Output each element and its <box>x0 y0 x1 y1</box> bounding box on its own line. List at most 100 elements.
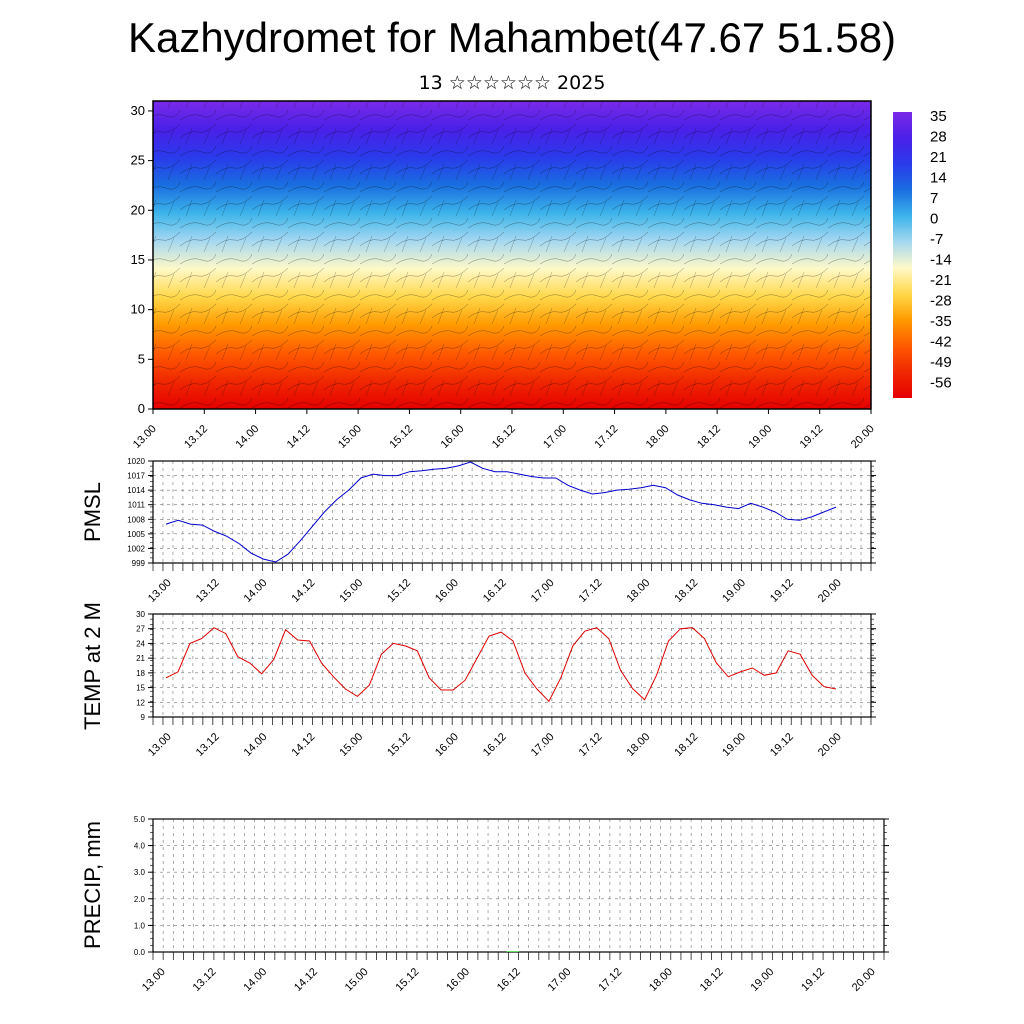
y-tick-label: 27 <box>136 625 145 634</box>
page-subtitle: 13 ☆☆☆☆☆☆ 2025 <box>418 72 606 94</box>
x-tick-label: 19.12 <box>768 577 796 605</box>
x-tick-label: 17.12 <box>596 966 624 994</box>
y-tick-label: 30 <box>136 610 145 619</box>
colorbar-label: -56 <box>930 375 952 392</box>
panel-frame <box>152 460 872 564</box>
x-tick-label: 17.00 <box>546 966 574 994</box>
x-tick-label: 16.12 <box>490 423 518 451</box>
temp-line <box>165 627 837 703</box>
y-axis-title: TEMP at 2 M <box>80 602 105 730</box>
x-tick-label: 13.00 <box>146 731 174 759</box>
x-tick-label: 15.12 <box>393 966 421 994</box>
x-tick-label: 13.00 <box>146 577 174 605</box>
x-tick-label: 13.12 <box>191 966 219 994</box>
y-tick-label: 1014 <box>127 486 145 495</box>
x-tick-label: 16.00 <box>444 966 472 994</box>
x-tick-label: 15.12 <box>387 423 415 451</box>
wind-streamlines <box>153 101 871 409</box>
x-tick-label: 14.12 <box>285 423 313 451</box>
x-tick-label: 19.00 <box>748 966 776 994</box>
x-tick-label: 14.00 <box>233 423 261 451</box>
y-tick-label: 5.0 <box>134 815 146 824</box>
x-tick-label: 18.00 <box>644 423 672 451</box>
precip-bar <box>506 951 520 952</box>
x-tick-label: 16.12 <box>481 731 509 759</box>
x-tick-label: 16.00 <box>439 423 467 451</box>
y-tick-label: 15 <box>136 684 145 693</box>
cross-section-panel: 0 5 10 15 20 25 30 13.00 13.12 14.00 14.12 15.00 15… <box>131 100 952 451</box>
y-tick-label: 2.0 <box>134 895 146 904</box>
x-tick-label: 17.00 <box>529 731 557 759</box>
page-title: Kazhydromet for Mahambet(47.67 51.58) <box>127 14 897 61</box>
pmsl-line <box>165 461 837 563</box>
colorbar-label: 28 <box>930 129 947 146</box>
precip-panel: 0.0 1.0 2.0 3.0 4.0 5.0 13.00 13.12 14.00 14.12 15… <box>80 815 889 994</box>
y-tick-label: 15 <box>131 252 145 267</box>
x-tick-label: 16.12 <box>481 577 509 605</box>
x-tick-label: 14.00 <box>242 731 270 759</box>
y-tick-label: 30 <box>131 103 145 118</box>
x-tick-label: 16.12 <box>495 966 523 994</box>
colorbar-label: -14 <box>930 252 952 269</box>
colorbar-label: -42 <box>930 334 952 351</box>
y-tick-label: 1.0 <box>134 921 146 930</box>
x-tick-label: 19.12 <box>768 731 796 759</box>
y-tick-label: 25 <box>131 153 145 168</box>
x-tick-label: 19.12 <box>799 966 827 994</box>
colorbar-label: 14 <box>930 170 947 187</box>
x-tick-label: 17.12 <box>592 423 620 451</box>
pmsl-panel: 999 1002 1005 1008 1011 1014 1017 1020 13.00 13.1… <box>80 457 876 605</box>
y-tick-label: 1017 <box>127 472 145 481</box>
y-tick-label: 21 <box>136 654 145 663</box>
colorbar-label: 7 <box>930 190 938 207</box>
x-tick-label: 18.12 <box>698 966 726 994</box>
x-tick-label: 20.00 <box>849 423 877 451</box>
x-tick-label: 14.00 <box>241 966 269 994</box>
colorbar-label: -21 <box>930 272 952 289</box>
x-tick-label: 19.00 <box>720 577 748 605</box>
y-tick-label: 9 <box>141 713 146 722</box>
panel-frame <box>152 613 872 718</box>
y-tick-label: 4.0 <box>134 842 146 851</box>
y-axis-title: PMSL <box>80 482 105 542</box>
colorbar-label: 21 <box>930 149 947 166</box>
y-tick-label: 1002 <box>127 544 145 553</box>
x-tick-label: 15.00 <box>336 423 364 451</box>
x-tick-label: 17.00 <box>541 423 569 451</box>
y-tick-label: 5 <box>138 351 145 366</box>
colorbar-label: -49 <box>930 354 952 371</box>
x-tick-label: 20.00 <box>816 731 844 759</box>
x-tick-label: 13.12 <box>182 423 210 451</box>
y-tick-label: 999 <box>132 559 146 568</box>
cross-section-y-axis: 0 5 10 15 20 25 30 <box>131 103 153 416</box>
x-tick-label: 16.00 <box>433 577 461 605</box>
y-tick-label: 1011 <box>128 501 146 510</box>
x-tick-label: 13.12 <box>194 577 222 605</box>
y-tick-label: 10 <box>131 302 145 317</box>
x-tick-label: 17.12 <box>577 577 605 605</box>
y-tick-label: 3.0 <box>134 868 146 877</box>
x-tick-label: 19.12 <box>798 423 826 451</box>
x-tick-label: 15.00 <box>337 577 365 605</box>
x-tick-label: 15.00 <box>337 731 365 759</box>
x-tick-label: 15.12 <box>385 577 413 605</box>
x-tick-label: 14.12 <box>289 731 317 759</box>
x-tick-label: 14.00 <box>242 577 270 605</box>
x-tick-label: 18.12 <box>695 423 723 451</box>
temp-panel: 9 12 15 18 21 24 27 30 13.00 13.12 14.00 14.12 15.00… <box>80 602 876 759</box>
x-tick-label: 16.00 <box>433 731 461 759</box>
colorbar <box>893 112 912 398</box>
y-axis-title: PRECIP, mm <box>80 821 105 949</box>
y-tick-label: 18 <box>136 669 145 678</box>
x-tick-label: 18.12 <box>672 577 700 605</box>
x-tick-label: 13.00 <box>140 966 168 994</box>
y-tick-label: 1008 <box>127 515 145 524</box>
x-tick-label: 13.12 <box>194 731 222 759</box>
x-tick-label: 18.00 <box>624 731 652 759</box>
y-tick-label: 12 <box>136 698 145 707</box>
x-tick-label: 18.00 <box>647 966 675 994</box>
y-tick-label: 0 <box>138 401 145 416</box>
colorbar-label: -28 <box>930 293 952 310</box>
cross-section-x-axis: 13.00 13.12 14.00 14.12 15.00 15.12 16.00 16.12… <box>131 409 877 451</box>
